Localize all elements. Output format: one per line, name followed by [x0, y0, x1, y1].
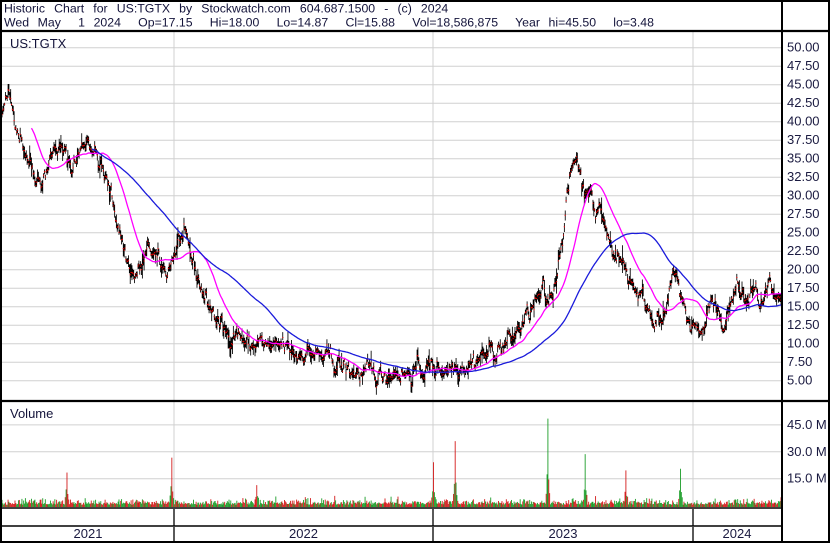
svg-text:22.50: 22.50	[787, 243, 820, 258]
svg-text:US:TGTX: US:TGTX	[10, 36, 67, 51]
svg-text:25.00: 25.00	[787, 225, 820, 240]
svg-text:30.00: 30.00	[787, 188, 820, 203]
svg-text:2021: 2021	[74, 526, 103, 541]
svg-text:15.00: 15.00	[787, 299, 820, 314]
svg-text:30.0 M: 30.0 M	[787, 444, 827, 459]
svg-text:32.50: 32.50	[787, 169, 820, 184]
svg-text:35.00: 35.00	[787, 151, 820, 166]
svg-text:15.0 M: 15.0 M	[787, 471, 827, 486]
svg-text:20.00: 20.00	[787, 262, 820, 277]
svg-text:Historic Chart for US:TGTX by: Historic Chart for US:TGTX by Stockwatch…	[4, 2, 448, 16]
svg-text:5.00: 5.00	[787, 373, 812, 388]
svg-text:Wed May 1 2024 Op=17.15 Hi=: Wed May 1 2024 Op=17.15 Hi=18.00 Lo=14.8…	[4, 16, 654, 30]
svg-text:50.00: 50.00	[787, 40, 820, 55]
svg-text:47.50: 47.50	[787, 58, 820, 73]
svg-text:45.0 M: 45.0 M	[787, 417, 827, 432]
svg-text:Volume: Volume	[10, 406, 53, 421]
svg-text:42.50: 42.50	[787, 95, 820, 110]
svg-text:27.50: 27.50	[787, 206, 820, 221]
svg-text:2022: 2022	[289, 526, 318, 541]
svg-text:2023: 2023	[549, 526, 578, 541]
svg-text:37.50: 37.50	[787, 132, 820, 147]
svg-text:40.00: 40.00	[787, 114, 820, 129]
svg-text:45.00: 45.00	[787, 77, 820, 92]
svg-text:17.50: 17.50	[787, 280, 820, 295]
svg-text:2024: 2024	[723, 526, 752, 541]
svg-text:10.00: 10.00	[787, 336, 820, 351]
svg-text:7.50: 7.50	[787, 354, 812, 369]
svg-text:12.50: 12.50	[787, 317, 820, 332]
